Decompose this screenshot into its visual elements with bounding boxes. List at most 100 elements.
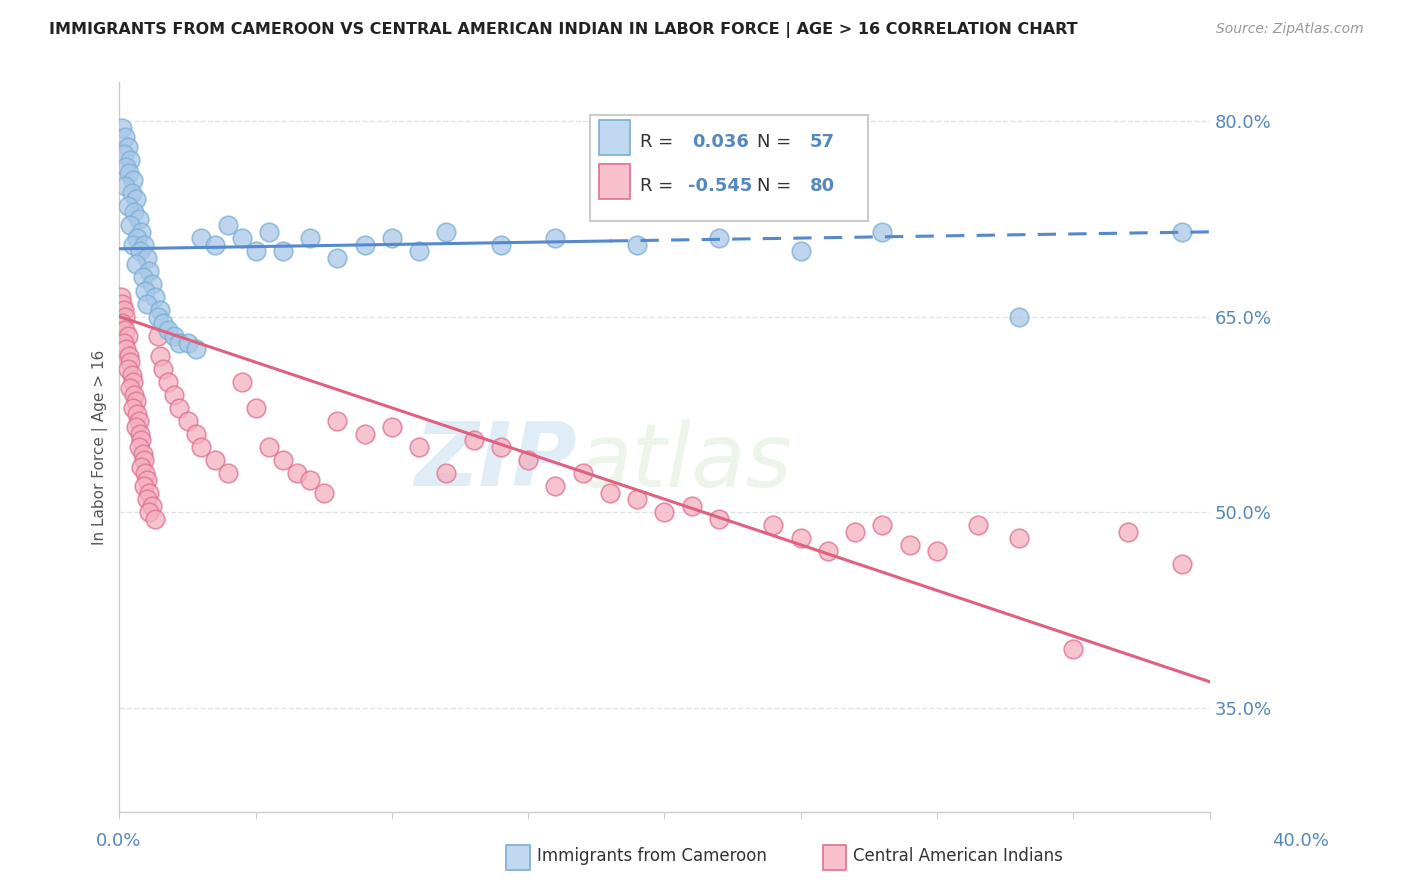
Point: [463, 434, 485, 448]
Point: [128, 211, 150, 226]
Point: [125, 394, 148, 409]
Point: [127, 408, 149, 422]
Point: [115, 342, 138, 356]
Text: -0.545: -0.545: [689, 177, 752, 194]
Point: [408, 244, 430, 259]
Point: [157, 375, 180, 389]
Point: [872, 518, 894, 533]
Point: [111, 120, 134, 135]
Point: [143, 290, 166, 304]
Point: [259, 440, 281, 454]
Point: [141, 277, 163, 291]
Point: [245, 244, 267, 259]
Point: [132, 479, 155, 493]
Point: [436, 466, 458, 480]
Point: [110, 290, 132, 304]
Point: [117, 329, 139, 343]
Point: [111, 316, 134, 330]
Point: [381, 231, 404, 245]
Point: [152, 361, 174, 376]
Point: [138, 505, 160, 519]
Point: [1062, 642, 1084, 657]
Point: [326, 414, 349, 428]
Point: [707, 231, 730, 245]
Text: IMMIGRANTS FROM CAMEROON VS CENTRAL AMERICAN INDIAN IN LABOR FORCE | AGE > 16 CO: IMMIGRANTS FROM CAMEROON VS CENTRAL AMER…: [49, 22, 1078, 38]
Text: N =: N =: [756, 133, 792, 151]
Point: [1171, 225, 1194, 239]
Point: [190, 231, 212, 245]
Point: [143, 512, 166, 526]
Point: [114, 310, 136, 324]
Point: [120, 219, 142, 233]
Point: [217, 466, 239, 480]
Point: [120, 381, 142, 395]
Point: [129, 459, 152, 474]
Point: [762, 518, 785, 533]
Point: [128, 426, 150, 441]
Point: [146, 329, 169, 343]
Point: [231, 375, 253, 389]
Point: [176, 335, 198, 350]
Point: [135, 296, 157, 310]
Point: [118, 166, 141, 180]
Point: [132, 453, 155, 467]
Point: [489, 440, 512, 454]
Point: [204, 238, 226, 252]
Point: [381, 420, 404, 434]
Point: [299, 231, 322, 245]
Point: [121, 186, 143, 200]
Point: [1116, 524, 1139, 539]
Point: [184, 426, 207, 441]
Point: [138, 485, 160, 500]
Point: [122, 172, 145, 186]
Point: [925, 544, 948, 558]
Point: [128, 244, 150, 259]
Point: [544, 479, 567, 493]
Point: [259, 225, 281, 239]
Point: [114, 323, 136, 337]
Point: [135, 251, 157, 265]
Point: [114, 179, 136, 194]
Point: [138, 264, 160, 278]
Point: [152, 316, 174, 330]
Text: atlas: atlas: [578, 418, 792, 505]
Point: [131, 270, 153, 285]
Point: [135, 473, 157, 487]
Point: [898, 538, 921, 552]
Text: Central American Indians: Central American Indians: [853, 847, 1063, 865]
Point: [271, 244, 294, 259]
Text: ZIP: ZIP: [415, 418, 578, 505]
FancyBboxPatch shape: [599, 163, 630, 199]
Text: 0.036: 0.036: [692, 133, 748, 151]
Point: [122, 238, 145, 252]
Point: [654, 505, 676, 519]
Point: [134, 466, 156, 480]
Point: [117, 140, 139, 154]
Point: [544, 231, 567, 245]
Point: [111, 296, 134, 310]
Point: [122, 401, 145, 415]
Point: [790, 531, 813, 545]
Point: [125, 257, 148, 271]
Point: [169, 401, 191, 415]
Point: [299, 473, 322, 487]
Point: [790, 244, 813, 259]
Point: [1008, 531, 1031, 545]
Point: [353, 238, 375, 252]
Point: [163, 329, 186, 343]
Text: 0.0%: 0.0%: [96, 831, 141, 849]
Point: [146, 310, 169, 324]
Point: [176, 414, 198, 428]
Point: [112, 303, 135, 318]
Point: [436, 225, 458, 239]
Point: [190, 440, 212, 454]
Point: [817, 544, 839, 558]
Point: [125, 420, 148, 434]
Point: [245, 401, 267, 415]
Point: [966, 518, 988, 533]
Point: [1171, 558, 1194, 572]
Point: [129, 225, 152, 239]
Point: [626, 238, 648, 252]
Point: [707, 512, 730, 526]
Point: [571, 466, 593, 480]
